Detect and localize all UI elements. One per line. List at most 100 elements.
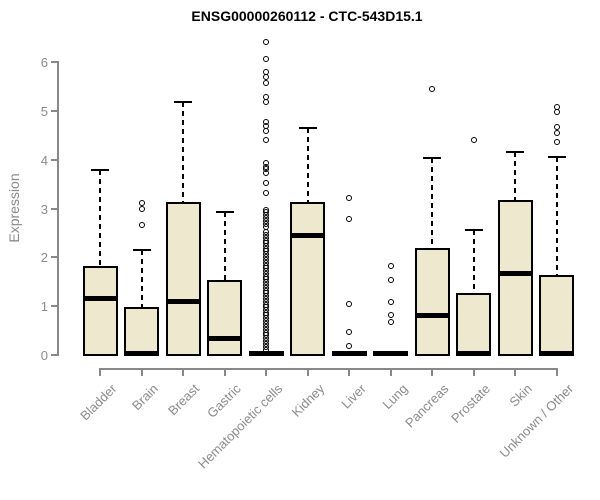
whisker-cap	[547, 156, 566, 159]
outlier-point	[138, 205, 145, 212]
whisker-line	[182, 102, 184, 202]
whisker-cap	[91, 169, 109, 172]
x-axis-tick	[431, 368, 433, 376]
outlier-point	[387, 318, 394, 325]
whisker-line	[223, 212, 226, 280]
outlier-point	[429, 85, 435, 92]
y-axis-tick	[51, 207, 57, 210]
outlier-point	[553, 109, 560, 116]
x-axis-tick	[182, 368, 184, 376]
median-bar	[165, 299, 201, 305]
y-tick-label: 4	[40, 152, 48, 168]
y-tick-label: 3	[40, 201, 48, 217]
median-bar	[456, 350, 491, 356]
boxplot-box	[290, 201, 325, 356]
median-bar	[248, 350, 284, 356]
chart-title: ENSG00000260112 - CTC-543D15.1	[191, 8, 423, 24]
x-category-label: Unknown / Other	[496, 381, 577, 461]
median-bar	[124, 350, 159, 356]
outlier-point	[263, 223, 269, 230]
outlier-point	[470, 137, 477, 144]
x-category-label: Pancreas	[402, 381, 452, 431]
whisker-cap	[423, 157, 441, 160]
x-axis-tick	[223, 368, 226, 376]
y-tick-label: 6	[40, 55, 48, 70]
outlier-point	[263, 99, 269, 106]
median-bar	[290, 233, 325, 239]
outlier-point	[263, 80, 269, 87]
whisker-line	[472, 229, 475, 293]
x-axis-tick	[348, 368, 350, 376]
median-bar	[207, 336, 242, 342]
y-axis-tick	[51, 256, 57, 259]
x-category-label: Prostate	[448, 381, 494, 426]
x-category-label: Gastric	[204, 381, 245, 421]
boxplot-box	[82, 266, 118, 356]
median-bar	[539, 350, 574, 356]
x-category-label: Kidney	[288, 381, 328, 420]
median-bar	[373, 350, 408, 356]
x-category-label: Bladder	[77, 381, 120, 424]
boxplot-box	[456, 292, 491, 356]
x-axis-tick	[514, 368, 516, 376]
outlier-point	[387, 262, 394, 269]
outlier-point	[138, 222, 145, 229]
x-category-label: Brain	[129, 381, 162, 414]
x-category-label: Lung	[379, 381, 411, 413]
y-axis-tick	[51, 61, 57, 63]
boxplot-box	[539, 274, 574, 356]
x-axis-tick	[140, 368, 143, 376]
whisker-cap	[132, 249, 151, 251]
median-bar	[414, 313, 450, 319]
outlier-point	[346, 301, 352, 308]
boxplot-box	[497, 200, 533, 356]
outlier-point	[346, 342, 352, 349]
whisker-line	[514, 151, 516, 201]
outlier-point	[263, 56, 269, 63]
whisker-line	[431, 158, 433, 249]
boxplot-box	[124, 307, 159, 356]
outlier-point	[346, 328, 352, 335]
median-bar	[497, 271, 533, 277]
y-axis-line	[57, 61, 59, 356]
outlier-point	[263, 347, 269, 354]
y-axis-tick	[51, 109, 57, 112]
boxplot-box	[165, 201, 201, 356]
outlier-point	[553, 138, 560, 145]
outlier-point	[263, 39, 269, 46]
y-tick-label: 1	[40, 299, 48, 315]
whisker-line	[306, 128, 309, 202]
outlier-point	[263, 137, 269, 144]
median-bar	[82, 296, 118, 302]
x-category-label: Breast	[165, 381, 203, 419]
x-axis-tick	[306, 368, 309, 376]
outlier-point	[263, 190, 269, 197]
whisker-line	[555, 157, 558, 275]
outlier-point	[263, 169, 269, 176]
boxplot-box	[207, 279, 242, 356]
x-axis-tick	[389, 368, 392, 376]
outlier-point	[263, 128, 269, 135]
x-axis-tick	[265, 368, 267, 376]
whisker-line	[99, 170, 101, 267]
whisker-cap	[215, 211, 234, 214]
median-bar	[331, 350, 367, 356]
y-axis-title: Expression	[6, 173, 22, 243]
whisker-cap	[298, 127, 317, 130]
outlier-point	[387, 298, 394, 305]
y-tick-label: 0	[40, 348, 48, 363]
y-axis-tick	[51, 305, 57, 308]
y-tick-label: 5	[40, 103, 48, 119]
whisker-cap	[464, 228, 483, 231]
x-category-label: Liver	[338, 381, 369, 412]
y-tick-label: 2	[40, 250, 48, 266]
whisker-cap	[506, 150, 524, 153]
outlier-point	[387, 276, 394, 283]
outlier-point	[138, 199, 145, 206]
outlier-point	[387, 311, 394, 318]
x-category-label: Skin	[506, 381, 535, 410]
outlier-point	[346, 216, 352, 223]
whisker-cap	[174, 101, 192, 104]
outlier-point	[263, 180, 269, 187]
